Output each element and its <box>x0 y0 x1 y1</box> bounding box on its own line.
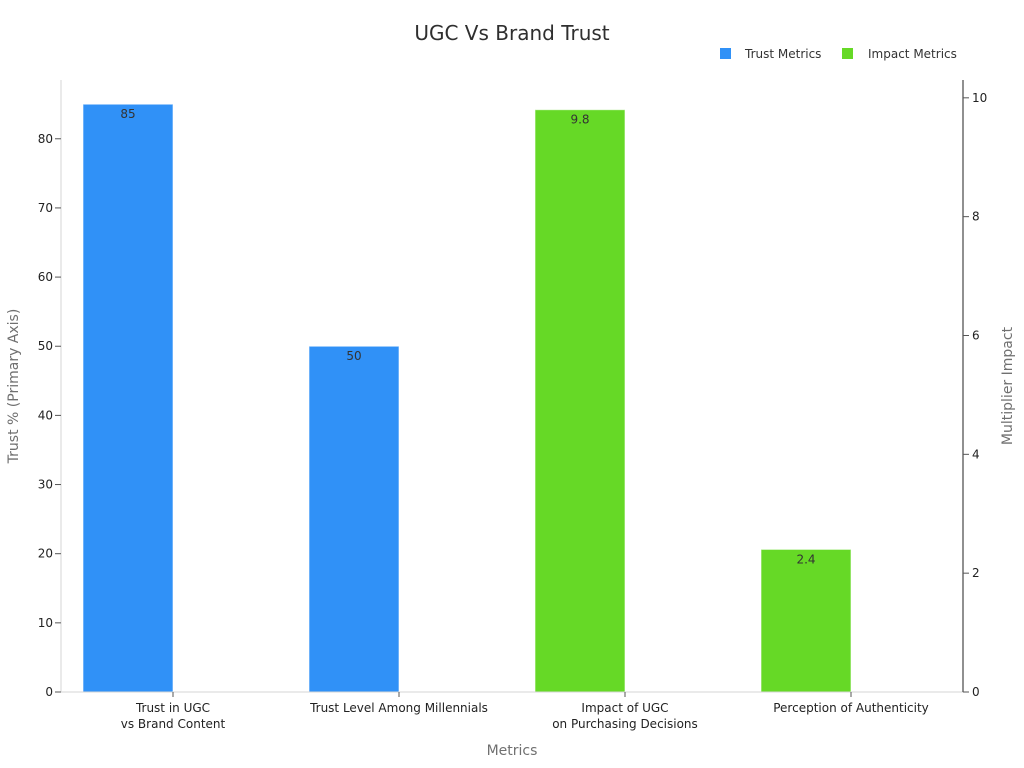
bar-impact-metrics-2 <box>534 109 626 693</box>
y-tick-label: 50 <box>38 339 53 353</box>
data-label-0: 85 <box>120 107 135 121</box>
x-axis-label: Metrics <box>487 743 538 759</box>
y-tick-label: 30 <box>38 478 53 492</box>
x-tick-label-0: Trust in UGC vs Brand Content <box>121 701 226 731</box>
y-axis-label: Trust % (Primary Axis) <box>6 309 22 465</box>
bar-trust-metrics-1 <box>308 345 400 693</box>
data-label-2: 9.8 <box>570 113 589 127</box>
bar-trust-metrics-0 <box>82 103 174 693</box>
data-labels-layer: 85 50 9.8 2.4 <box>120 107 815 566</box>
y2-tick-label: 8 <box>972 210 980 224</box>
y-tick-label: 20 <box>38 547 53 561</box>
x-tick-label-3: Perception of Authenticity <box>773 701 929 715</box>
y-tick-label: 0 <box>45 685 53 699</box>
y-tick-label: 10 <box>38 616 53 630</box>
x-tick-label-line: on Purchasing Decisions <box>552 717 698 731</box>
chart-title: UGC Vs Brand Trust <box>414 21 609 45</box>
x-axis-ticks: Trust in UGC vs Brand Content Trust Level … <box>121 692 929 731</box>
y2-tick-label: 2 <box>972 566 980 580</box>
legend-swatch-impact-metrics <box>842 48 853 59</box>
x-tick-label-2: Impact of UGC on Purchasing Decisions <box>552 701 698 731</box>
x-tick-label-line: Impact of UGC <box>581 701 668 715</box>
y-tick-label: 80 <box>38 132 53 146</box>
y-tick-label: 60 <box>38 270 53 284</box>
right-axis-ticks: 0 2 4 6 8 10 <box>963 91 987 699</box>
y2-tick-label: 0 <box>972 685 980 699</box>
bars-layer <box>82 103 852 693</box>
y-tick-label: 70 <box>38 201 53 215</box>
data-label-1: 50 <box>346 349 361 363</box>
legend-label-impact-metrics: Impact Metrics <box>868 47 957 61</box>
x-tick-label-1: Trust Level Among Millennials <box>309 701 488 715</box>
y2-tick-label: 10 <box>972 91 987 105</box>
y2-tick-label: 4 <box>972 447 980 461</box>
legend-swatch-trust-metrics <box>720 48 731 59</box>
left-axis-ticks: 0 10 20 30 40 50 60 70 80 <box>38 132 61 699</box>
bar-impact-metrics-3 <box>760 548 852 693</box>
x-tick-label-line: Trust in UGC <box>135 701 210 715</box>
x-tick-label-line: Trust Level Among Millennials <box>309 701 488 715</box>
y-tick-label: 40 <box>38 408 53 422</box>
data-label-3: 2.4 <box>796 552 815 566</box>
x-tick-label-line: Perception of Authenticity <box>773 701 929 715</box>
y2-tick-label: 6 <box>972 328 980 342</box>
legend-label-trust-metrics: Trust Metrics <box>744 47 821 61</box>
x-tick-label-line: vs Brand Content <box>121 717 226 731</box>
legend: Trust Metrics Impact Metrics <box>720 47 957 61</box>
y2-axis-label: Multiplier Impact <box>1000 326 1016 445</box>
